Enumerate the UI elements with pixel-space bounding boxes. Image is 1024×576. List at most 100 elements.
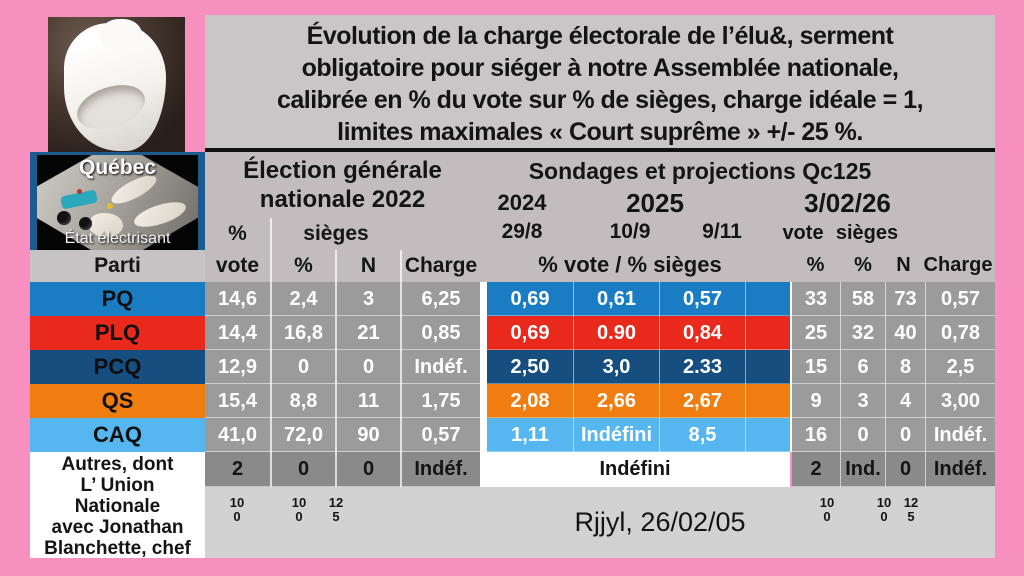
spoon-shape-icon	[89, 213, 123, 237]
value-cell: 1,75	[400, 384, 480, 418]
proj-sieges-header: sièges	[835, 222, 899, 244]
value-cell: 6	[840, 350, 885, 384]
value-cell: 16,8	[270, 316, 335, 350]
autres-sondages-cell: Indéfini	[480, 452, 790, 487]
election-2022-cells: 12,9 0 0 Indéf.	[205, 350, 480, 384]
quebec-logo-cell: Québec État électrisant	[30, 152, 205, 250]
proj-col-pct2: %	[854, 254, 872, 276]
value-cell: 21	[335, 316, 400, 350]
pct-vote-pct-sieges-header: % vote / % sièges	[538, 252, 722, 277]
value-cell: 0,69	[510, 322, 550, 344]
totals-row: 100 100 125 Rjjyl, 26/02/05 100 100 125	[205, 487, 995, 558]
election-2022-cells: 41,0 72,0 90 0,57	[205, 418, 480, 452]
value-cell: 6,25	[400, 282, 480, 316]
yellow-bit-icon	[107, 203, 113, 209]
value-cell: 9	[810, 390, 822, 412]
value-cell: 8,5	[659, 418, 745, 452]
value-cell: 14,6	[218, 288, 257, 310]
wheel-icon	[79, 217, 92, 230]
autres-line: Nationale	[74, 496, 161, 517]
table-row-caq: CAQ 41,0 72,0 90 0,57 1,11 Indéfini 8,5 …	[0, 418, 1024, 452]
value-cell: 2.33	[659, 350, 745, 384]
value-cell: 0,57	[659, 282, 745, 316]
date-29-8: 29/8	[501, 220, 543, 243]
value-cell: 0	[270, 350, 335, 384]
value-cell: 0,57	[400, 418, 480, 452]
sieges-header: sièges	[270, 218, 400, 250]
value-cell: Indéfini	[573, 418, 659, 452]
value-cell: 73	[885, 282, 925, 316]
projection-cells: 15 6 8 2,5	[792, 350, 995, 384]
color-strip	[745, 316, 790, 350]
value-cell: 0,85	[400, 316, 480, 350]
value-cell: 14,4	[218, 322, 257, 344]
value-cell: 58	[840, 282, 885, 316]
value-cell: 41,0	[218, 424, 257, 446]
value-cell: 0,61	[573, 282, 659, 316]
sondages-cells: 0,69 0,61 0,57	[487, 282, 790, 316]
value-cell: 2,66	[573, 384, 659, 418]
total-100-vote-proj: 100	[819, 495, 835, 524]
red-bit-icon	[77, 189, 82, 194]
value-cell: 3	[840, 384, 885, 418]
total-100-vote: 100	[229, 495, 245, 524]
total-100-sieges-pct: 100	[291, 495, 307, 524]
value-cell: Indéf.	[400, 350, 480, 384]
proj-col-pct1: %	[806, 254, 825, 276]
value-cell: 0	[840, 418, 885, 452]
title-line-3: calibrée en % du vote sur % de sièges, c…	[276, 86, 924, 114]
value-cell: 2,67	[659, 384, 745, 418]
value-cell: 4	[885, 384, 925, 418]
projection-cells: 25 32 40 0,78	[792, 316, 995, 350]
value-cell: 0	[885, 452, 925, 487]
value-cell: 2	[810, 458, 822, 480]
value-cell: Ind.	[840, 452, 885, 487]
value-cell: 0	[335, 452, 400, 487]
table-row-pcq: PCQ 12,9 0 0 Indéf. 2,5 0 3,0 2.33 15 6 8…	[0, 350, 1024, 384]
autres-line: L’ Union	[80, 475, 155, 496]
value-cell: 0	[270, 452, 335, 487]
value-cell: 12,9	[218, 356, 257, 378]
sondages-cells: 1,11 Indéfini 8,5	[487, 418, 790, 452]
plaster-cloth-photo	[48, 17, 185, 153]
title-line-4: limites maximales « Court suprême » +/- …	[337, 118, 863, 146]
value-cell: 25	[804, 322, 828, 344]
value-cell: 3,0	[573, 350, 659, 384]
value-cell: 3,00	[925, 384, 995, 418]
sondages-cells: 2,08 2,66 2,67	[487, 384, 790, 418]
value-cell: 0,57	[925, 282, 995, 316]
title-line-1: Évolution de la charge électorale de l’é…	[306, 22, 894, 50]
total-125-sieges-n-proj: 125	[903, 495, 919, 524]
value-cell: Indéf.	[925, 452, 995, 487]
value-cell: 33	[804, 288, 828, 310]
autres-party-name-cell: Autres, dont L’ Union Nationale avec Jon…	[30, 452, 205, 559]
date-10-9: 10/9	[609, 220, 651, 243]
sondages-cells: 0,69 0.90 0,84	[487, 316, 790, 350]
title-box: Évolution de la charge électorale de l’é…	[205, 15, 995, 152]
election-2022-line1: Élection générale	[243, 157, 442, 184]
value-cell: 2,4	[270, 282, 335, 316]
etat-electrisant-caption: État électrisant	[64, 230, 171, 247]
election-2022-line2: nationale 2022	[259, 186, 426, 213]
party-name-cell: QS	[30, 384, 205, 418]
section-divider	[790, 282, 792, 452]
proj-vote-header: vote	[782, 222, 824, 244]
col-n-header: N	[335, 250, 400, 282]
value-cell: 0,69	[510, 288, 550, 310]
title-line-2: obligatoire pour siéger à notre Assemblé…	[301, 54, 899, 82]
value-cell: 1,11	[511, 424, 549, 446]
value-cell: 2,5	[925, 350, 995, 384]
value-cell: 8,8	[270, 384, 335, 418]
total-100-sieges-pct-proj: 100	[876, 495, 892, 524]
value-cell: 15,4	[218, 390, 257, 412]
value-cell: 0.90	[573, 316, 659, 350]
value-cell: 15	[804, 356, 828, 378]
party-name-cell: PCQ	[30, 350, 205, 384]
proj-col-n: N	[896, 254, 911, 276]
party-name-cell: PLQ	[30, 316, 205, 350]
date-3-02-26: 3/02/26	[804, 188, 891, 218]
cloth-highlight	[100, 19, 142, 53]
proj-col-charge: Charge	[923, 254, 993, 276]
election-2022-header: Élection générale nationale 2022	[205, 156, 480, 214]
